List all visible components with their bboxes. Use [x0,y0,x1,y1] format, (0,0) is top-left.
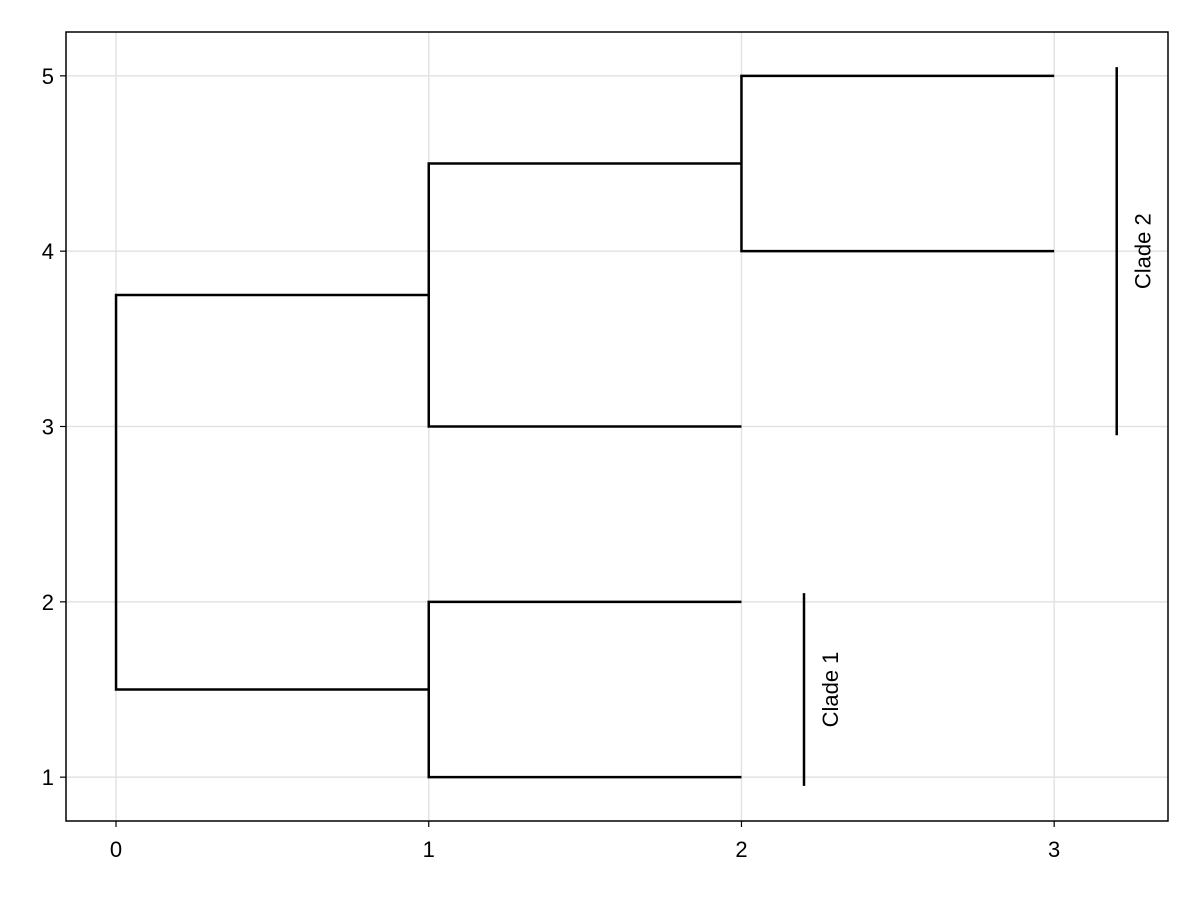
plot-frame [65,31,1169,822]
clade-label: Clade 2 [1131,213,1156,289]
dendrogram-link [427,162,742,428]
x-tick-label: 3 [1048,837,1060,862]
dendrogram-link [427,600,742,779]
x-tick-label: 2 [735,837,747,862]
x-tick-label: 1 [423,837,435,862]
y-tick-label: 1 [42,765,54,790]
dendrogram-link [114,293,429,691]
y-tick-label: 4 [42,239,54,264]
y-tick-label: 2 [42,590,54,615]
y-tick-label: 5 [42,64,54,89]
x-tick-label: 0 [110,837,122,862]
clade-label: Clade 1 [818,652,843,728]
y-tick-label: 3 [42,415,54,440]
dendrogram-link [740,74,1055,253]
